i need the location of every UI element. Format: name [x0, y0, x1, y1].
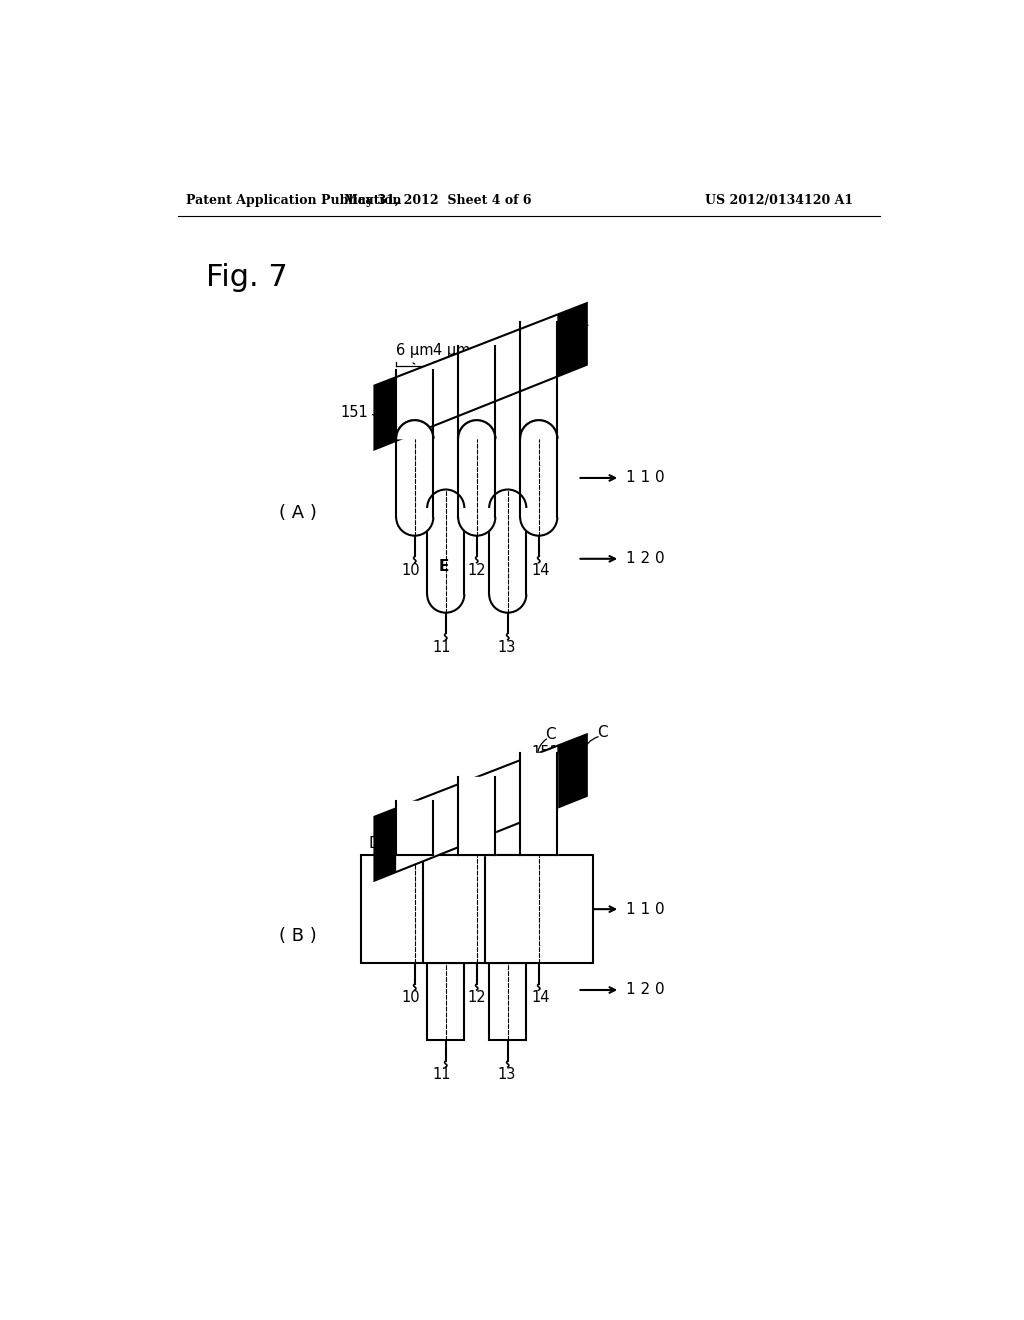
Bar [484, 855, 593, 964]
Polygon shape [489, 490, 526, 508]
Bar [423, 855, 531, 964]
Polygon shape [520, 517, 557, 536]
Polygon shape [396, 420, 433, 438]
Polygon shape [458, 777, 496, 855]
FancyBboxPatch shape [458, 438, 496, 517]
Polygon shape [557, 304, 587, 376]
Polygon shape [520, 752, 557, 855]
Text: Fig. 7: Fig. 7 [206, 263, 288, 292]
Text: E: E [438, 558, 449, 574]
Bar [427, 924, 464, 1040]
FancyBboxPatch shape [489, 508, 526, 594]
Polygon shape [396, 801, 433, 855]
Text: 12: 12 [467, 562, 486, 578]
Text: ( B ): ( B ) [280, 927, 316, 945]
Text: 1 1 0: 1 1 0 [627, 470, 665, 486]
Text: 11: 11 [432, 640, 452, 655]
Polygon shape [427, 594, 464, 612]
Text: 6 μm: 6 μm [396, 343, 433, 358]
FancyBboxPatch shape [520, 438, 557, 517]
Polygon shape [375, 304, 587, 449]
Bar [489, 924, 526, 1040]
Text: 151: 151 [531, 746, 559, 760]
Polygon shape [458, 420, 496, 438]
Text: 10: 10 [401, 990, 420, 1005]
Polygon shape [396, 420, 433, 438]
FancyBboxPatch shape [396, 438, 433, 517]
Polygon shape [427, 490, 464, 508]
Text: 13: 13 [497, 1067, 515, 1082]
Polygon shape [489, 594, 526, 612]
Text: 14: 14 [531, 990, 550, 1005]
Polygon shape [520, 420, 557, 438]
Polygon shape [375, 734, 587, 880]
Text: 1 1 0: 1 1 0 [627, 902, 665, 916]
Text: 1 2 0: 1 2 0 [627, 982, 665, 998]
Polygon shape [375, 378, 396, 449]
Polygon shape [557, 734, 587, 808]
Text: 151: 151 [562, 314, 590, 329]
Bar [360, 855, 469, 964]
Text: US 2012/0134120 A1: US 2012/0134120 A1 [705, 194, 853, 207]
Text: 13: 13 [497, 640, 515, 655]
Polygon shape [396, 517, 433, 536]
FancyBboxPatch shape [427, 508, 464, 594]
Text: 12: 12 [467, 990, 486, 1005]
Polygon shape [458, 517, 496, 536]
Text: 151: 151 [341, 405, 369, 420]
Text: May 31, 2012  Sheet 4 of 6: May 31, 2012 Sheet 4 of 6 [344, 194, 531, 207]
Text: Patent Application Publication: Patent Application Publication [186, 194, 401, 207]
Polygon shape [458, 420, 496, 438]
Polygon shape [520, 420, 557, 438]
Text: C: C [545, 727, 556, 742]
Text: 14: 14 [531, 562, 550, 578]
Text: 4 μm: 4 μm [433, 343, 471, 358]
Text: D: D [369, 836, 380, 851]
Text: 1 2 0: 1 2 0 [627, 552, 665, 566]
Text: 11: 11 [432, 1067, 452, 1082]
Text: C: C [597, 725, 607, 741]
Polygon shape [375, 808, 396, 880]
Text: ( A ): ( A ) [280, 504, 317, 521]
Text: 10: 10 [401, 562, 420, 578]
